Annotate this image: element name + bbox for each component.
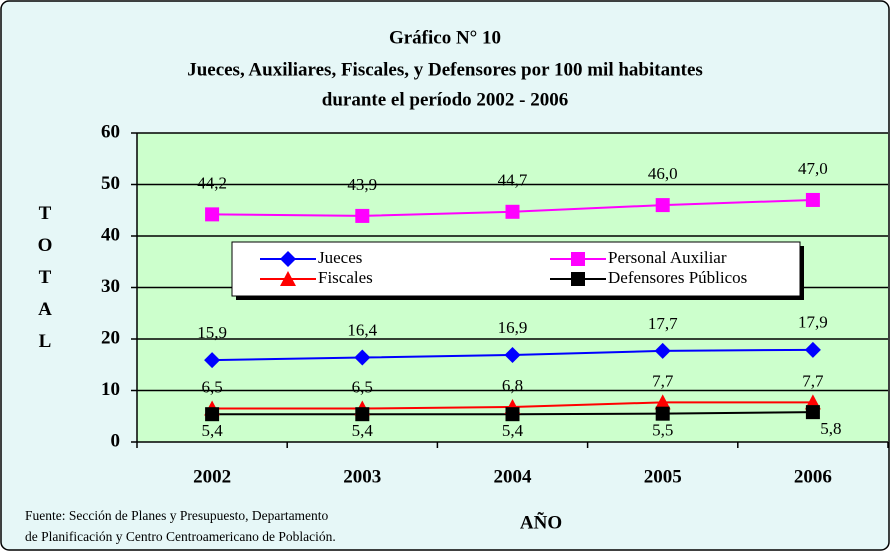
marker bbox=[655, 198, 670, 213]
data-label: 47,0 bbox=[798, 159, 828, 178]
x-tick-label: 2002 bbox=[193, 466, 231, 487]
marker bbox=[804, 341, 821, 358]
marker bbox=[655, 406, 670, 421]
marker bbox=[805, 405, 820, 420]
y-tick-label: 30 bbox=[101, 276, 120, 297]
chart-subtitle: durante el período 2002 - 2006 bbox=[322, 89, 568, 110]
data-label: 7,7 bbox=[802, 371, 824, 390]
data-label: 5,5 bbox=[652, 421, 673, 440]
data-label: 6,8 bbox=[502, 376, 523, 395]
x-tick-label: 2006 bbox=[794, 466, 832, 487]
marker bbox=[505, 204, 520, 219]
chart-subtitle: Jueces, Auxiliares, Fiscales, y Defensor… bbox=[187, 59, 703, 80]
y-tick-label: 10 bbox=[101, 379, 120, 400]
marker bbox=[205, 207, 220, 222]
y-tick-label: 50 bbox=[101, 173, 120, 194]
chart-title: Gráfico N° 10 bbox=[389, 27, 501, 48]
data-label: 17,9 bbox=[798, 313, 828, 332]
marker bbox=[280, 271, 296, 286]
marker bbox=[571, 252, 585, 266]
legend-label: Defensores Públicos bbox=[608, 268, 747, 287]
x-tick-label: 2003 bbox=[343, 466, 381, 487]
data-label: 44,7 bbox=[498, 171, 528, 190]
marker bbox=[355, 407, 370, 422]
y-tick-label: 20 bbox=[101, 327, 120, 348]
data-label: 5,8 bbox=[820, 419, 841, 438]
data-label: 5,4 bbox=[352, 421, 374, 440]
data-label: 6,5 bbox=[201, 377, 222, 396]
marker bbox=[205, 407, 220, 422]
data-label: 17,7 bbox=[648, 314, 678, 333]
data-label: 5,4 bbox=[502, 421, 524, 440]
marker bbox=[204, 352, 221, 369]
data-label: 7,7 bbox=[652, 371, 674, 390]
marker bbox=[571, 272, 585, 286]
data-label: 15,9 bbox=[197, 323, 227, 342]
y-tick-label: 0 bbox=[111, 430, 121, 451]
data-label: 5,4 bbox=[201, 421, 223, 440]
data-label: 16,9 bbox=[498, 318, 528, 337]
marker bbox=[355, 208, 370, 223]
marker bbox=[654, 342, 671, 359]
y-tick-label: 40 bbox=[101, 224, 120, 245]
data-label: 16,4 bbox=[347, 320, 377, 339]
marker bbox=[654, 394, 671, 410]
x-tick-label: 2005 bbox=[644, 466, 682, 487]
data-label: 46,0 bbox=[648, 164, 678, 183]
marker bbox=[504, 346, 521, 363]
source-note: Fuente: Sección de Planes y Presupuesto,… bbox=[25, 508, 329, 523]
marker bbox=[280, 251, 296, 267]
marker bbox=[505, 407, 520, 422]
legend bbox=[231, 241, 801, 297]
x-tick-label: 2004 bbox=[494, 466, 533, 487]
legend-label: Personal Auxiliar bbox=[608, 248, 727, 267]
legend-label: Fiscales bbox=[318, 268, 373, 287]
source-note: de Planificación y Centro Centroamerican… bbox=[25, 529, 336, 544]
legend-label: Jueces bbox=[318, 248, 362, 267]
data-label: 44,2 bbox=[197, 173, 227, 192]
data-label: 43,9 bbox=[347, 175, 377, 194]
data-label: 6,5 bbox=[352, 377, 373, 396]
y-tick-label: 60 bbox=[101, 121, 120, 142]
x-axis-label: AÑO bbox=[520, 511, 562, 533]
marker bbox=[354, 349, 371, 366]
marker bbox=[805, 192, 820, 207]
